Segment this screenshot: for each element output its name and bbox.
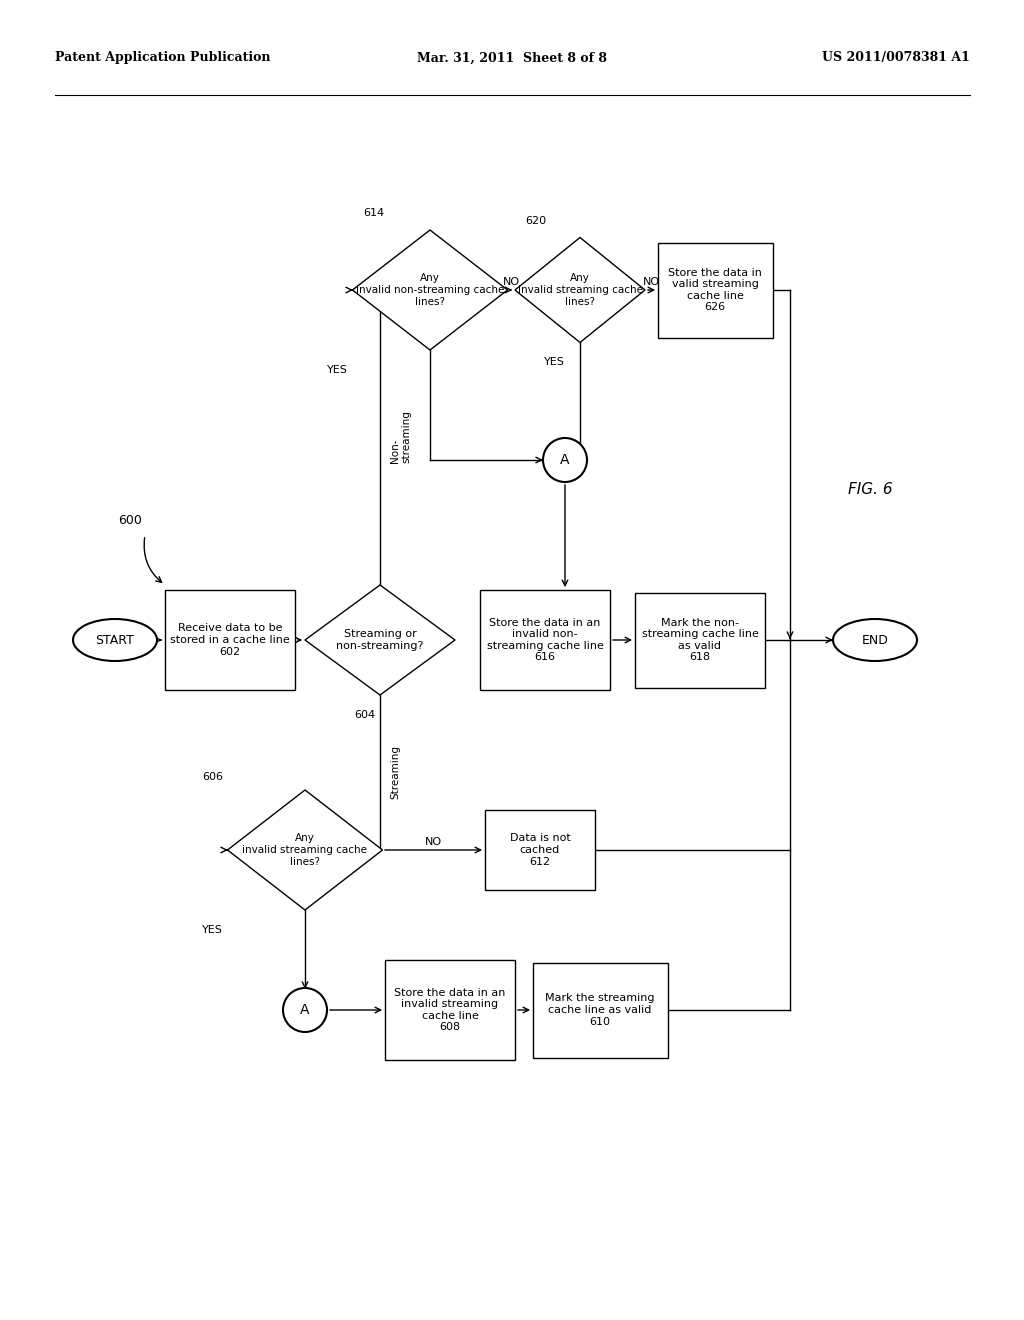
Text: 620: 620 (525, 216, 546, 226)
Text: Data is not
cached
612: Data is not cached 612 (510, 833, 570, 867)
Text: Non-
streaming: Non- streaming (390, 411, 412, 463)
Text: YES: YES (327, 366, 348, 375)
Text: Receive data to be
stored in a cache line
602: Receive data to be stored in a cache lin… (170, 623, 290, 656)
Text: 606: 606 (202, 772, 223, 781)
Text: Mar. 31, 2011  Sheet 8 of 8: Mar. 31, 2011 Sheet 8 of 8 (417, 51, 607, 65)
Text: Streaming or
non-streaming?: Streaming or non-streaming? (336, 630, 424, 651)
Text: START: START (95, 634, 134, 647)
Bar (385, 960, 515, 1060)
Text: Store the data in an
invalid non-
streaming cache line
616: Store the data in an invalid non- stream… (486, 618, 603, 663)
Text: A: A (560, 453, 569, 467)
Text: NO: NO (503, 277, 519, 286)
Ellipse shape (833, 619, 918, 661)
Bar (485, 810, 595, 890)
Circle shape (543, 438, 587, 482)
Polygon shape (515, 238, 645, 342)
Polygon shape (305, 585, 455, 696)
Text: Patent Application Publication: Patent Application Publication (55, 51, 270, 65)
Text: Any
invalid non-streaming cache
lines?: Any invalid non-streaming cache lines? (355, 273, 504, 306)
Text: Streaming: Streaming (390, 744, 400, 799)
Text: US 2011/0078381 A1: US 2011/0078381 A1 (822, 51, 970, 65)
Ellipse shape (73, 619, 157, 661)
Text: Mark the non-
streaming cache line
as valid
618: Mark the non- streaming cache line as va… (642, 618, 759, 663)
Polygon shape (352, 230, 508, 350)
Text: Store the data in an
invalid streaming
cache line
608: Store the data in an invalid streaming c… (394, 987, 506, 1032)
Bar (165, 590, 295, 690)
Bar (635, 593, 765, 688)
Text: FIG. 6: FIG. 6 (848, 483, 892, 498)
Polygon shape (227, 789, 383, 909)
Bar (480, 590, 610, 690)
Text: 604: 604 (354, 710, 376, 719)
Text: A: A (300, 1003, 309, 1016)
Text: YES: YES (202, 925, 223, 935)
Bar (657, 243, 772, 338)
Text: YES: YES (544, 356, 565, 367)
Bar (532, 962, 668, 1057)
Text: END: END (861, 634, 889, 647)
Text: Any
invalid streaming cache
lines?: Any invalid streaming cache lines? (243, 833, 368, 867)
Text: Store the data in
valid streaming
cache line
626: Store the data in valid streaming cache … (668, 268, 762, 313)
Text: 614: 614 (362, 209, 384, 218)
Circle shape (283, 987, 327, 1032)
Text: NO: NO (643, 277, 660, 286)
Text: NO: NO (425, 837, 442, 847)
Text: 600: 600 (118, 513, 142, 527)
Text: Mark the streaming
cache line as valid
610: Mark the streaming cache line as valid 6… (545, 994, 654, 1027)
Text: Any
invalid streaming cache
lines?: Any invalid streaming cache lines? (517, 273, 642, 306)
